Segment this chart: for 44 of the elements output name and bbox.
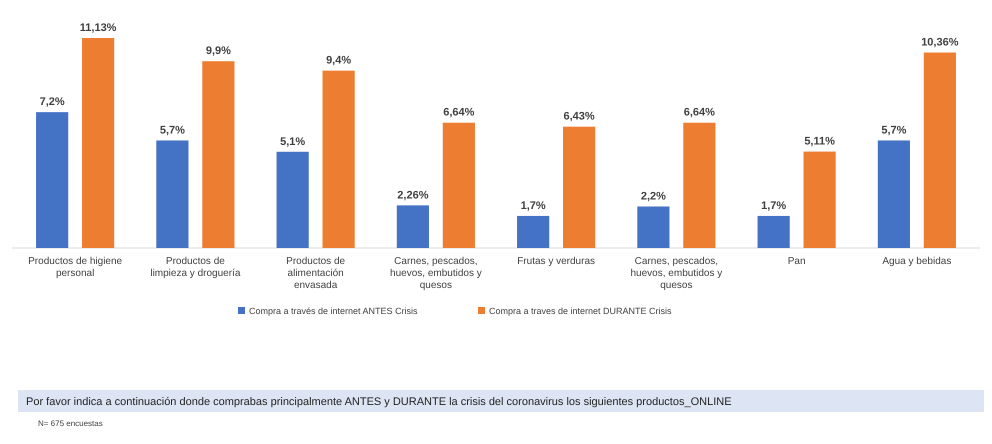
x-tick-label: Carnes, pescados, huevos, embutidos y quesos [630,256,722,291]
x-tick-label: Agua y bebidas [882,256,952,267]
bar [878,140,910,248]
bar [82,38,114,248]
bar [442,122,475,248]
bar [683,122,716,248]
bar [276,152,309,248]
x-tick-label: Pan [788,256,806,267]
data-label: 5,11% [804,136,836,148]
bar [804,152,836,248]
bar [517,216,550,248]
data-label: 5,1% [280,136,306,148]
data-label: 9,4% [326,54,352,67]
data-label: 5,7% [881,124,907,136]
data-label: 5,7% [160,124,186,136]
bar [758,216,790,248]
data-label: 2,26% [397,189,429,202]
bar [563,126,596,248]
bar [396,205,429,248]
legend-label: Compra a traves de internet DURANTE Crisis [489,306,672,316]
data-label: 11,13% [80,22,117,34]
data-label: 1,7% [520,200,546,212]
data-label: 9,9% [206,45,232,58]
bar [322,70,355,248]
data-label: 7,2% [40,96,65,108]
bar [36,112,68,248]
data-label: 10,36% [921,36,959,49]
bar [202,61,234,248]
data-label: 6,43% [564,110,595,123]
legend-label: Compra a través de internet ANTES Crisis [249,306,418,316]
text: Por favor indica a continuación donde comprabas principalmente ANTES y DURANTE la crisis del coronavirus los siguientes productos_ONLINE [26,396,732,408]
x-tick-label: Productos de higiene personal [28,256,123,279]
text: N= 675 encuestas [38,419,103,428]
data-label: 6,64% [684,106,716,119]
x-tick-label: Frutas y verduras [517,256,596,267]
x-tick-label: Productos de alimentación envasada [286,256,346,291]
bar [637,206,670,248]
x-tick-label: Productos de limpieza y droguería [150,256,241,279]
bar [156,140,188,248]
bar [924,52,956,248]
data-label: 2,2% [640,190,666,202]
data-label: 6,64% [443,106,475,119]
data-label: 1,7% [761,200,786,212]
x-tick-label: Carnes, pescados, huevos, embutidos y quesos [390,256,482,291]
